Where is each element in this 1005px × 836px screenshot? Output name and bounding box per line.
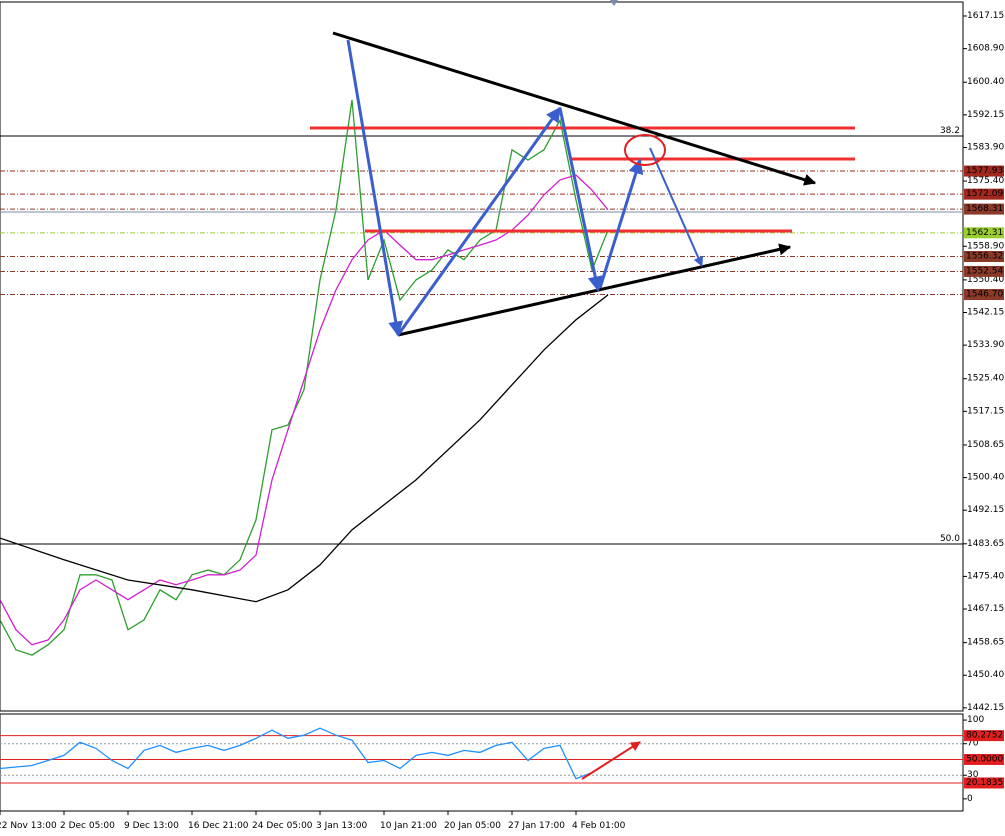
level-box — [964, 777, 1004, 789]
y-tick-label: 100 — [967, 715, 984, 725]
level-label: 1572.09 — [966, 189, 1003, 199]
level-label: 80.2752 — [966, 731, 1003, 741]
level-box — [964, 188, 1004, 200]
level-label: 1568.31 — [966, 204, 1003, 214]
y-tick-label: 1442.15 — [967, 703, 1004, 713]
x-tick-label: 24 Dec 05:00 — [252, 821, 313, 831]
level-label: 1546.70 — [966, 290, 1003, 300]
y-tick-label: 1458.65 — [967, 638, 1004, 648]
level-label: 1556.32 — [966, 251, 1003, 261]
y-tick-label: 1500.40 — [967, 473, 1004, 483]
series-line — [0, 99, 609, 656]
trend-line — [397, 243, 792, 337]
fib-label: 38.2 — [940, 126, 960, 136]
y-tick-label: 1450.40 — [967, 670, 1004, 680]
y-tick-label: 1533.90 — [967, 340, 1004, 350]
level-box — [964, 165, 1004, 177]
series-line — [0, 727, 609, 780]
wave-arrow — [558, 107, 603, 292]
main-panel — [0, 1, 964, 712]
fib-label: 50.0 — [940, 534, 960, 544]
rsi-panel — [0, 713, 964, 812]
x-tick-label: 3 Jan 13:00 — [316, 821, 368, 831]
level-box — [964, 289, 1004, 301]
x-tick-label: 2 Dec 05:00 — [60, 821, 115, 831]
x-tick-label: 16 Dec 21:00 — [188, 821, 249, 831]
wave-arrow — [598, 158, 644, 289]
level-box — [964, 250, 1004, 262]
main-plot: 1617.15 1608.90 1600.40 1592.15 1583.90 1575.… — [0, 11, 1004, 713]
y-tick-label: 70 — [967, 739, 979, 749]
y-tick-label: 1492.15 — [967, 505, 1004, 515]
trend-line — [332, 31, 817, 186]
y-tick-label: 1525.40 — [967, 374, 1004, 384]
level-box — [964, 227, 1004, 239]
y-tick-label: 1508.65 — [967, 440, 1004, 450]
x-tick-label: 20 Jan 05:00 — [444, 821, 501, 831]
y-tick-label: 1550.40 — [967, 275, 1004, 285]
y-tick-label: 1467.15 — [967, 604, 1004, 614]
level-label: 20.1835 — [966, 778, 1003, 788]
wave-arrow — [346, 39, 404, 337]
x-tick-label: 10 Jan 21:00 — [380, 821, 437, 831]
y-tick-label: 30 — [967, 770, 979, 780]
rsi-arrow — [581, 741, 641, 780]
y-tick-label: 1592.15 — [967, 110, 1004, 120]
wave-arrow — [649, 147, 703, 267]
rsi-plot: 100 70 30 0 80.2752 50.0000 20.1835 — [0, 715, 1004, 804]
level-label: 1552.54 — [966, 266, 1003, 276]
x-tick-label: 27 Jan 17:00 — [508, 821, 565, 831]
level-box — [964, 730, 1004, 742]
y-tick-label: 1542.15 — [967, 308, 1004, 318]
y-tick-label: 1483.65 — [967, 539, 1004, 549]
marker — [610, 0, 618, 6]
y-tick-label: 1600.40 — [967, 77, 1004, 87]
y-tick-label: 1517.15 — [967, 406, 1004, 416]
level-label: 1577.93 — [966, 166, 1003, 176]
wave-arrow — [396, 106, 562, 336]
y-tick-label: 0 — [967, 794, 973, 804]
target-circle — [624, 134, 666, 166]
series-line — [0, 294, 609, 603]
y-tick-label: 1617.15 — [967, 11, 1004, 21]
level-label: 1562.31 — [966, 228, 1003, 238]
level-label: 50.0000 — [966, 754, 1003, 764]
x-tick-label: 4 Feb 01:00 — [572, 821, 626, 831]
x-tick-label: 9 Dec 13:00 — [124, 821, 179, 831]
series-line — [0, 174, 609, 646]
drawings — [0, 0, 963, 780]
y-tick-label: 1575.40 — [967, 176, 1004, 186]
y-tick-label: 1608.90 — [967, 44, 1004, 54]
level-box — [964, 753, 1004, 765]
y-tick-label: 1558.90 — [967, 241, 1004, 251]
y-tick-label: 1475.40 — [967, 571, 1004, 581]
level-box — [964, 203, 1004, 215]
y-tick-label: 1583.90 — [967, 142, 1004, 152]
x-tick-label: 22 Nov 13:00 — [0, 821, 57, 831]
level-box — [964, 265, 1004, 277]
